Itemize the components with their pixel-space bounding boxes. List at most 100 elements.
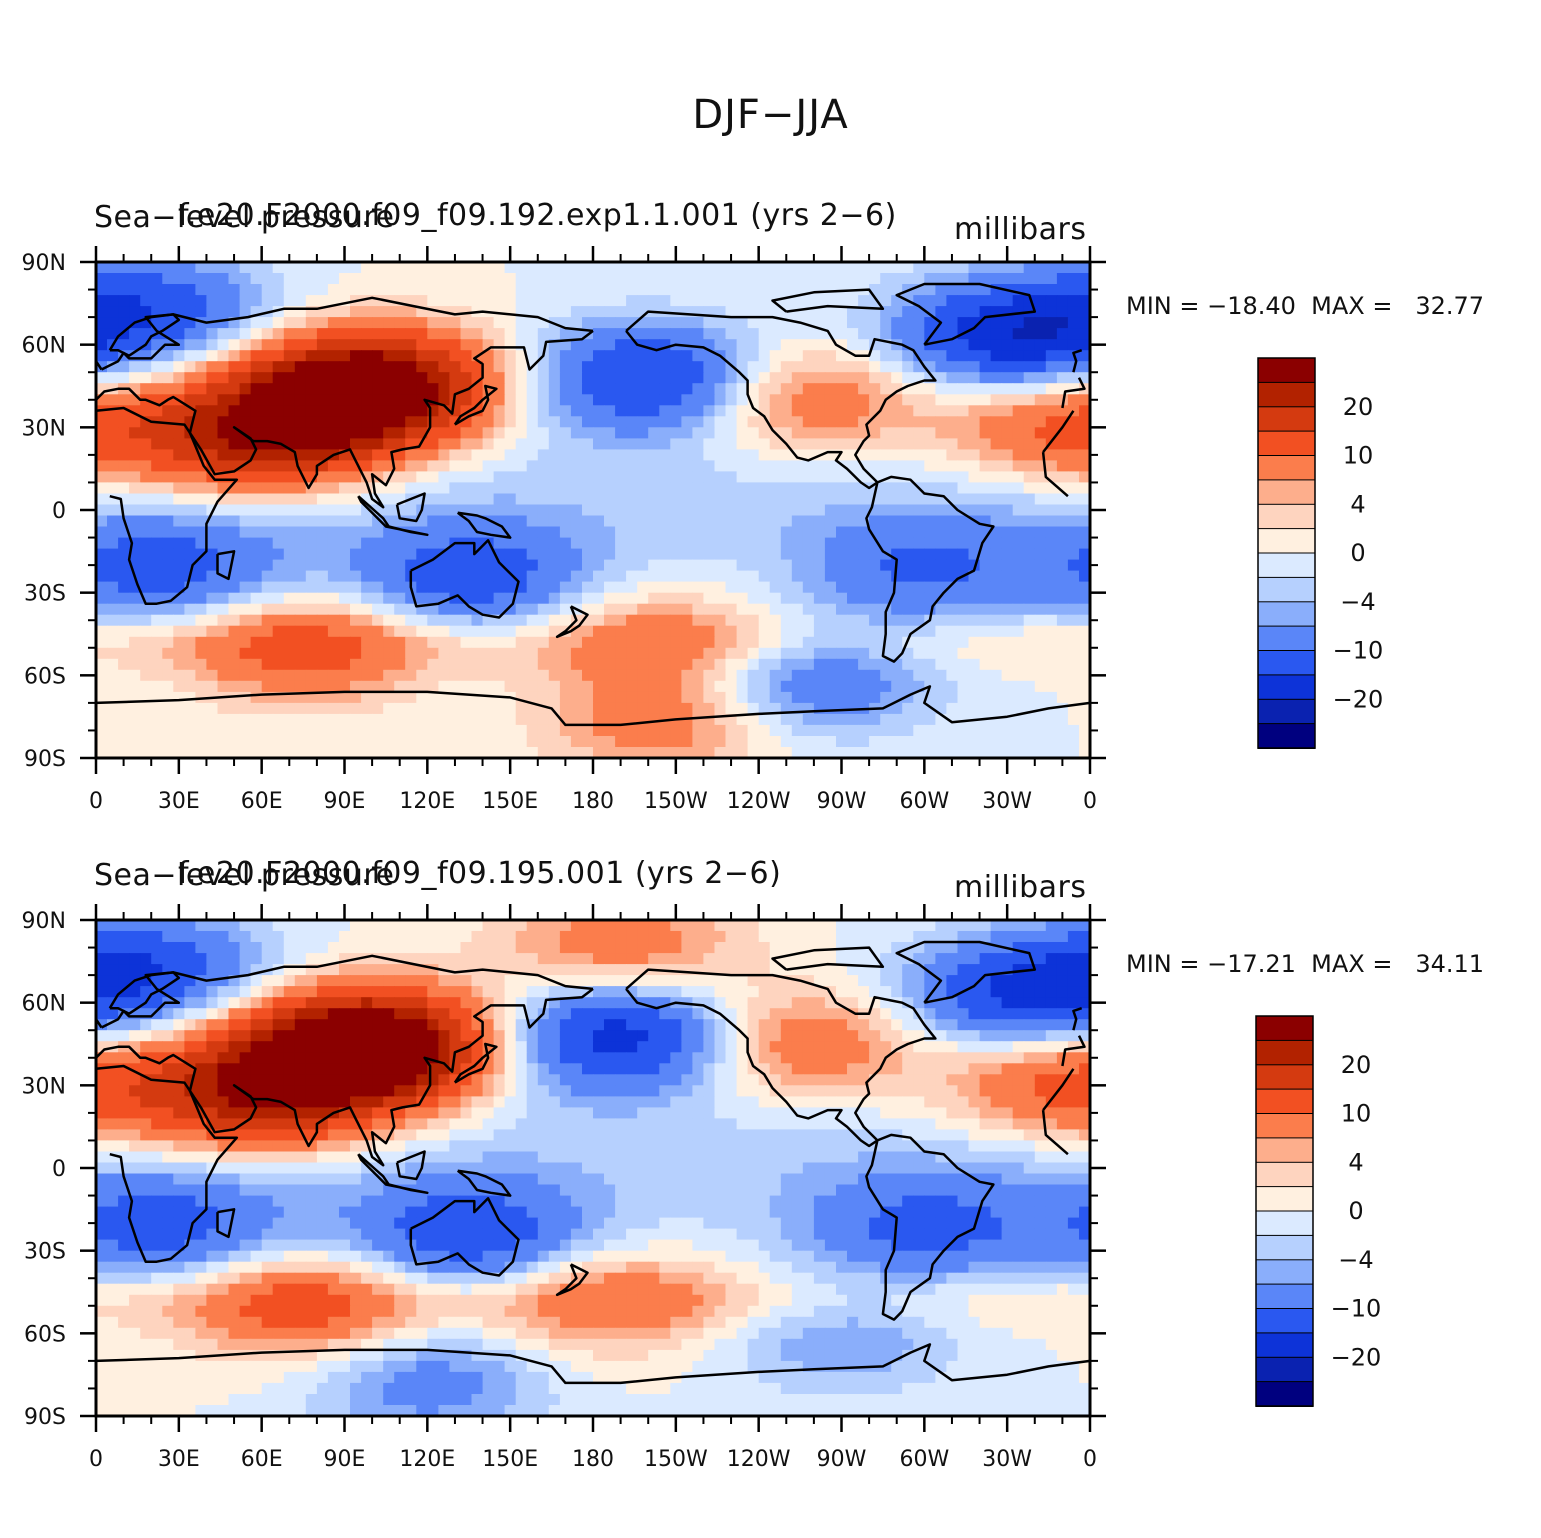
field-cell [736, 997, 749, 1009]
field-cell [427, 548, 439, 561]
field-cell [813, 306, 826, 318]
field-cell [327, 482, 340, 494]
field-cell [1012, 658, 1025, 671]
field-cell [339, 691, 351, 704]
field-cell [824, 931, 837, 943]
field-cell [195, 350, 207, 362]
field-cell [836, 361, 848, 373]
field-cell [758, 460, 771, 472]
field-cell [1034, 405, 1047, 417]
field-cell [582, 736, 594, 748]
field-cell [129, 931, 141, 943]
field-cell [438, 471, 450, 483]
field-cell [1079, 372, 1091, 384]
field-cell [692, 548, 704, 561]
field-cell [891, 975, 903, 987]
field-cell [769, 625, 782, 638]
field-cell [692, 691, 704, 704]
field-cell [526, 284, 539, 296]
field-cell [217, 658, 230, 671]
field-cell [758, 493, 771, 506]
field-cell [471, 747, 484, 759]
field-cell [637, 493, 649, 506]
field-cell [902, 361, 914, 373]
field-cell [228, 306, 241, 318]
field-cell [957, 273, 970, 285]
field-cell [559, 361, 572, 373]
field-cell [780, 394, 793, 406]
field-cell [195, 636, 207, 649]
field-cell [703, 931, 715, 943]
field-cell [173, 504, 185, 517]
field-cell [1012, 736, 1025, 748]
field-cell [670, 975, 682, 987]
field-cell [283, 262, 296, 274]
field-cell [316, 1008, 329, 1020]
field-cell [714, 702, 727, 715]
field-cell [261, 427, 274, 439]
field-cell [184, 372, 196, 384]
coastline [625, 310, 937, 490]
field-cell [173, 636, 185, 649]
field-cell [924, 713, 936, 726]
field-cell [604, 405, 616, 417]
field-cell [1056, 350, 1069, 362]
field-cell [548, 669, 561, 682]
field-cell [593, 724, 605, 737]
field-cell [504, 942, 517, 954]
field-cell [824, 262, 837, 274]
field-cell [714, 647, 727, 660]
field-cell [913, 736, 925, 748]
field-cell [1023, 449, 1036, 461]
field-cell [96, 724, 108, 737]
field-cell [626, 438, 638, 450]
field-cell [670, 482, 682, 494]
field-cell [405, 975, 417, 987]
field-cell [316, 636, 329, 649]
field-cell [350, 515, 362, 528]
field-cell [515, 504, 528, 517]
field-cell [482, 273, 495, 285]
field-cell [1012, 702, 1025, 715]
field-cell [847, 482, 859, 494]
field-cell [316, 581, 329, 594]
field-cell [758, 284, 771, 296]
field-cell [780, 986, 793, 998]
field-cell [1034, 482, 1047, 494]
field-cell [570, 636, 583, 649]
field-cell [294, 328, 307, 340]
field-cell [460, 328, 473, 340]
field-cell [582, 372, 594, 384]
field-cell [648, 504, 660, 517]
field-cell [471, 647, 484, 660]
field-cell [858, 361, 870, 373]
field-cell [659, 986, 671, 998]
field-cell [151, 383, 163, 395]
field-cell [924, 669, 936, 682]
field-cell [195, 964, 207, 976]
field-cell [869, 515, 881, 528]
field-cell [1001, 975, 1014, 987]
field-cell [228, 284, 241, 296]
field-cell [692, 471, 704, 483]
field-cell [162, 658, 174, 671]
field-cell [504, 986, 517, 998]
field-cell [979, 747, 992, 759]
field-cell [604, 986, 616, 998]
field-cell [1034, 559, 1047, 572]
field-cell [305, 724, 318, 737]
field-cell [570, 691, 583, 704]
field-cell [582, 614, 594, 627]
field-cell [714, 747, 727, 759]
field-cell [968, 504, 981, 517]
coastline [456, 511, 512, 539]
field-cell [935, 482, 947, 494]
field-cell [383, 702, 395, 715]
field-cell [880, 636, 892, 649]
field-cell [880, 570, 892, 583]
field-cell [1079, 986, 1091, 998]
field-cell [294, 680, 307, 693]
field-cell [736, 482, 749, 494]
field-cell [858, 636, 870, 649]
field-cell [836, 603, 848, 616]
